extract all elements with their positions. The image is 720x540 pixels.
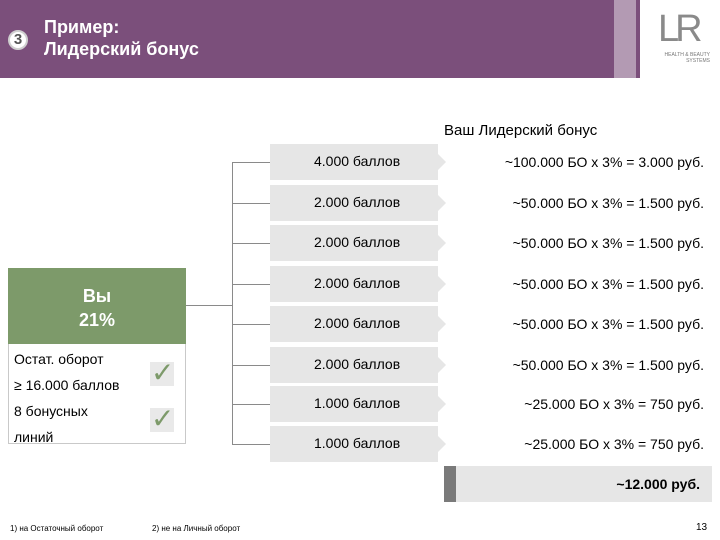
page-title-line2: Лидерский бонус (44, 39, 199, 59)
line-points-box: 4.000 баллов (270, 144, 446, 180)
line-bonus-calc: ~50.000 БО x 3% = 1.500 руб. (512, 195, 704, 211)
section-title: Ваш Лидерский бонус (444, 122, 598, 139)
line-points-box: 1.000 баллов (270, 386, 446, 422)
line-points: 2.000 баллов (314, 234, 401, 250)
tree-connector (186, 305, 232, 306)
line-bonus-calc: ~50.000 БО x 3% = 1.500 руб. (512, 235, 704, 251)
turnover-line2: ≥ 16.000 баллов (14, 377, 120, 393)
line-points: 2.000 баллов (314, 356, 401, 372)
line-points-box: 1.000 баллов (270, 426, 446, 462)
you-label-block: Вы 21% (8, 284, 186, 332)
page-title-line1: Пример: (44, 17, 120, 37)
line-bonus-calc: ~50.000 БО x 3% = 1.500 руб. (512, 276, 704, 292)
footnote-2: 2) не на Личный оборот (152, 524, 241, 533)
total-accent-bar (444, 466, 456, 502)
you-percent: 21% (78, 310, 116, 330)
tree-branch (232, 365, 270, 366)
line-points: 2.000 баллов (314, 194, 401, 210)
tree-branch (232, 162, 270, 163)
checkmark-icon: ✓ (150, 357, 175, 388)
line-points: 4.000 баллов (314, 153, 401, 169)
line-bonus-calc: ~50.000 БО x 3% = 1.500 руб. (512, 316, 704, 332)
logo-area (640, 0, 720, 78)
line-points-box: 2.000 баллов (270, 306, 446, 342)
tree-branch (232, 324, 270, 325)
you-box (8, 268, 186, 344)
lr-logo: LR HEALTH & BEAUTY SYSTEMS (648, 6, 714, 72)
line-points-box: 2.000 баллов (270, 185, 446, 221)
total-box: ~12.000 руб. (444, 466, 712, 502)
you-label: Вы (82, 286, 112, 306)
tree-branch (232, 444, 270, 445)
lr-logo-subtitle: HEALTH & BEAUTY SYSTEMS (652, 52, 710, 64)
lines-line2: линий (14, 429, 54, 445)
line-bonus-calc: ~50.000 БО x 3% = 1.500 руб. (512, 357, 704, 373)
line-points: 2.000 баллов (314, 275, 401, 291)
line-points: 1.000 баллов (314, 395, 401, 411)
tree-trunk (232, 162, 233, 444)
turnover-line1: Остат. оборот (14, 351, 104, 367)
line-bonus-calc: ~100.000 БО x 3% = 3.000 руб. (504, 154, 704, 170)
lr-logo-mark: LR (658, 8, 703, 50)
lr-logo-subtitle-line1: HEALTH & BEAUTY (664, 52, 710, 58)
line-points: 2.000 баллов (314, 315, 401, 331)
tree-branch (232, 243, 270, 244)
header-accent-band (614, 0, 636, 78)
total-value: ~12.000 руб. (616, 476, 700, 492)
line-bonus-calc: ~25.000 БО x 3% = 750 руб. (524, 396, 704, 412)
lr-logo-subtitle-line2: SYSTEMS (686, 58, 710, 64)
tree-branch (232, 284, 270, 285)
line-bonus-calc: ~25.000 БО x 3% = 750 руб. (524, 436, 704, 452)
tree-branch (232, 404, 270, 405)
page-title: Пример: Лидерский бонус (44, 16, 199, 60)
line-points-box: 2.000 баллов (270, 347, 446, 383)
tree-branch (232, 203, 270, 204)
line-points: 1.000 баллов (314, 435, 401, 451)
step-number-badge: 3 (8, 30, 28, 50)
lines-line1: 8 бонусных (14, 403, 88, 419)
checkmark-icon: ✓ (150, 403, 175, 434)
line-points-box: 2.000 баллов (270, 225, 446, 261)
page-number: 13 (696, 522, 708, 533)
line-points-box: 2.000 баллов (270, 266, 446, 302)
header-band (0, 0, 720, 78)
footnote-1: 1) на Остаточный оборот (10, 524, 104, 533)
